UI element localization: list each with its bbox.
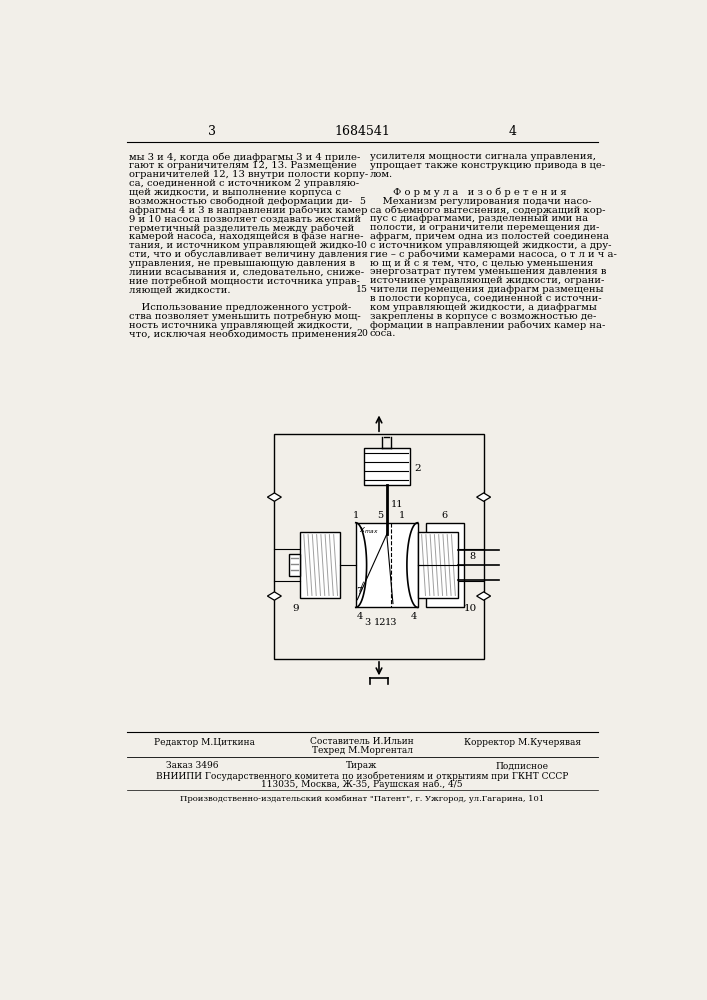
Text: афрагм, причем одна из полостей соединена: афрагм, причем одна из полостей соединен…: [370, 232, 609, 241]
Text: соса.: соса.: [370, 329, 396, 338]
Text: 3: 3: [364, 618, 370, 627]
Bar: [356, 523, 418, 607]
Text: 1: 1: [399, 511, 405, 520]
Text: управления, не превышающую давления в: управления, не превышающую давления в: [129, 259, 355, 268]
Text: тания, и источником управляющей жидко-: тания, и источником управляющей жидко-: [129, 241, 357, 250]
Bar: [418, 532, 458, 598]
Text: 13: 13: [385, 618, 397, 627]
Text: ства позволяет уменьшить потребную мощ-: ства позволяет уменьшить потребную мощ-: [129, 312, 361, 321]
Text: ограничителей 12, 13 внутри полости корпу-: ограничителей 12, 13 внутри полости корп…: [129, 170, 368, 179]
Text: гают к ограничителям 12, 13. Размещение: гают к ограничителям 12, 13. Размещение: [129, 161, 356, 170]
Polygon shape: [267, 493, 281, 501]
Text: Составитель И.Ильин: Составитель И.Ильин: [310, 737, 414, 746]
Text: щей жидкости, и выполнение корпуса с: щей жидкости, и выполнение корпуса с: [129, 188, 341, 197]
Text: герметичный разделитель между рабочей: герметичный разделитель между рабочей: [129, 223, 354, 233]
Text: сти, что и обуславливает величину давления: сти, что и обуславливает величину давлен…: [129, 250, 368, 259]
Text: гие – с рабочими камерами насоса, о т л и ч а-: гие – с рабочими камерами насоса, о т л …: [370, 250, 617, 259]
Text: источнике управляющей жидкости, ограни-: источнике управляющей жидкости, ограни-: [370, 276, 604, 285]
Text: Подписное: Подписное: [496, 761, 549, 770]
Text: 6: 6: [442, 511, 448, 520]
Bar: [363, 448, 410, 485]
Text: чители перемещения диафрагм размещены: чители перемещения диафрагм размещены: [370, 285, 603, 294]
Text: са, соединенной с источником 2 управляю-: са, соединенной с источником 2 управляю-: [129, 179, 358, 188]
Text: 4: 4: [411, 612, 417, 621]
Text: 113035, Москва, Ж-35, Раушская наб., 4/5: 113035, Москва, Ж-35, Раушская наб., 4/5: [261, 780, 463, 789]
Text: Тираж: Тираж: [346, 761, 378, 770]
Text: Механизм регулирования подачи насо-: Механизм регулирования подачи насо-: [370, 197, 591, 206]
Text: что, исключая необходимость применения: что, исключая необходимость применения: [129, 329, 356, 339]
Text: Заказ 3496: Заказ 3496: [166, 761, 218, 770]
Text: полости, и ограничители перемещения ди-: полости, и ограничители перемещения ди-: [370, 223, 599, 232]
Polygon shape: [477, 493, 491, 501]
Text: 10: 10: [356, 241, 368, 250]
Text: 2: 2: [414, 464, 421, 473]
Text: 5: 5: [359, 197, 365, 206]
Text: Корректор М.Кучерявая: Корректор М.Кучерявая: [464, 738, 581, 747]
Bar: [426, 523, 464, 607]
Text: 1684541: 1684541: [334, 125, 390, 138]
Text: 9: 9: [293, 604, 299, 613]
Text: Использование предложенного устрой-: Использование предложенного устрой-: [129, 303, 351, 312]
Text: пус с диафрагмами, разделенный ими на: пус с диафрагмами, разделенный ими на: [370, 214, 588, 223]
Bar: [274, 434, 484, 659]
Text: в полости корпуса, соединенной с источни-: в полости корпуса, соединенной с источни…: [370, 294, 602, 303]
Text: 1: 1: [353, 511, 359, 520]
Text: с источником управляющей жидкости, а дру-: с источником управляющей жидкости, а дру…: [370, 241, 611, 250]
Text: 3: 3: [209, 125, 216, 138]
Text: ние потребной мощности источника управ-: ние потребной мощности источника управ-: [129, 276, 359, 286]
Text: 15: 15: [356, 285, 368, 294]
Text: 8: 8: [469, 552, 475, 561]
Text: лом.: лом.: [370, 170, 393, 179]
Text: камерой насоса, находящейся в фазе нагне-: камерой насоса, находящейся в фазе нагне…: [129, 232, 363, 241]
Text: Производственно-издательский комбинат "Патент", г. Ужгород, ул.Гагарина, 101: Производственно-издательский комбинат "П…: [180, 795, 544, 803]
Text: ность источника управляющей жидкости,: ность источника управляющей жидкости,: [129, 321, 352, 330]
Text: упрощает также конструкцию привода в це-: упрощает также конструкцию привода в це-: [370, 161, 605, 170]
Text: Техред М.Моргентал: Техред М.Моргентал: [312, 746, 412, 755]
Text: усилителя мощности сигнала управления,: усилителя мощности сигнала управления,: [370, 152, 596, 161]
Text: 7: 7: [356, 587, 362, 596]
Text: Ф о р м у л а   и з о б р е т е н и я: Ф о р м у л а и з о б р е т е н и я: [393, 188, 566, 197]
Text: 4: 4: [508, 125, 516, 138]
Text: са объемного вытеснения, содержащий кор-: са объемного вытеснения, содержащий кор-: [370, 205, 605, 215]
Text: афрагмы 4 и 3 в направлении рабочих камер: афрагмы 4 и 3 в направлении рабочих каме…: [129, 205, 367, 215]
Text: возможностью свободной деформации ди-: возможностью свободной деформации ди-: [129, 197, 352, 206]
Text: мы 3 и 4, когда обе диафрагмы 3 и 4 приле-: мы 3 и 4, когда обе диафрагмы 3 и 4 прил…: [129, 152, 360, 162]
Bar: [300, 532, 340, 598]
Text: ком управляющей жидкости, а диафрагмы: ком управляющей жидкости, а диафрагмы: [370, 303, 597, 312]
Text: закреплены в корпусе с возможностью де-: закреплены в корпусе с возможностью де-: [370, 312, 596, 321]
Text: 12: 12: [374, 618, 387, 627]
Text: ВНИИПИ Государственного комитета по изобретениям и открытиям при ГКНТ СССР: ВНИИПИ Государственного комитета по изоб…: [156, 771, 568, 781]
Text: ю щ и й с я тем, что, с целью уменьшения: ю щ и й с я тем, что, с целью уменьшения: [370, 259, 593, 268]
Text: 20: 20: [356, 329, 368, 338]
Text: 10: 10: [464, 604, 477, 613]
Polygon shape: [267, 592, 281, 600]
Text: линии всасывания и, следовательно, сниже-: линии всасывания и, следовательно, сниже…: [129, 267, 364, 276]
Text: 11: 11: [391, 500, 403, 509]
Text: энергозатрат путем уменьшения давления в: энергозатрат путем уменьшения давления в: [370, 267, 606, 276]
Bar: [289, 554, 300, 576]
Text: ляющей жидкости.: ляющей жидкости.: [129, 285, 230, 294]
Text: 4: 4: [356, 612, 363, 621]
Text: Редактор М.Циткина: Редактор М.Циткина: [154, 738, 255, 747]
Text: 5: 5: [378, 511, 384, 520]
Text: формации в направлении рабочих камер на-: формации в направлении рабочих камер на-: [370, 321, 605, 330]
Text: $x_{max}$: $x_{max}$: [359, 526, 379, 536]
Polygon shape: [477, 592, 491, 600]
Text: 9 и 10 насоса позволяет создавать жесткий: 9 и 10 насоса позволяет создавать жестки…: [129, 214, 361, 223]
